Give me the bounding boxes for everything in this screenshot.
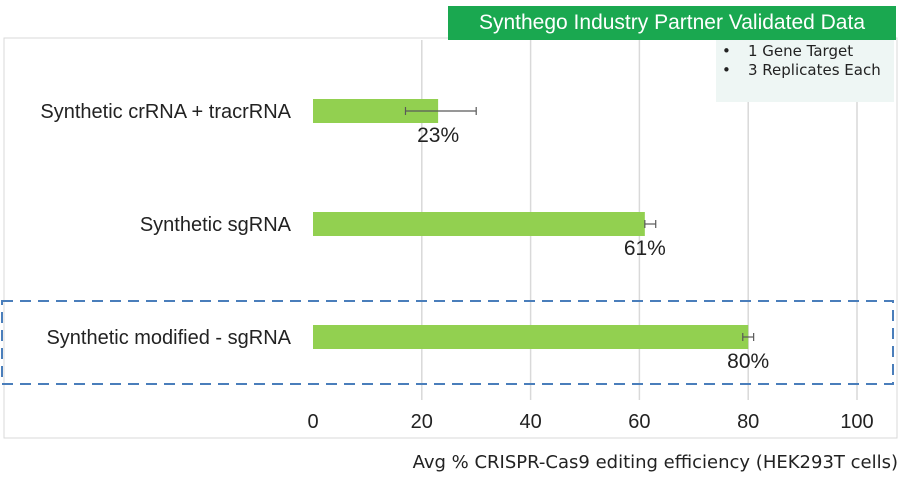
- x-axis-label: Avg % CRISPR-Cas9 editing efficiency (HE…: [412, 452, 898, 473]
- notes-box: • 1 Gene Target • 3 Replicates Each: [716, 40, 894, 102]
- bullet-glyph: •: [722, 61, 731, 79]
- data-label: 80%: [727, 350, 769, 373]
- bar: [313, 325, 749, 349]
- note-item: • 3 Replicates Each: [716, 61, 894, 80]
- x-tick-label: 100: [840, 411, 873, 433]
- category-label: Synthetic crRNA + tracrRNA: [40, 101, 291, 123]
- bars: [313, 99, 749, 349]
- banner-title: Synthego Industry Partner Validated Data: [448, 6, 896, 40]
- data-label: 61%: [624, 237, 666, 260]
- x-tick-label: 0: [307, 411, 318, 433]
- note-item: • 1 Gene Target: [716, 42, 894, 61]
- data-labels: 23% 61% 80%: [417, 124, 769, 373]
- data-label: 23%: [417, 124, 459, 147]
- x-tick-label: 20: [411, 411, 433, 433]
- bar: [313, 212, 645, 236]
- note-text: 3 Replicates Each: [748, 61, 881, 79]
- category-labels: Synthetic crRNA + tracrRNA Synthetic sgRN…: [40, 101, 291, 349]
- error-bars: [404, 107, 755, 341]
- x-tick-label: 80: [737, 411, 759, 433]
- note-text: 1 Gene Target: [748, 42, 854, 60]
- x-tick-label: 60: [628, 411, 650, 433]
- x-tick-label: 40: [519, 411, 541, 433]
- bullet-glyph: •: [722, 42, 731, 60]
- x-tick-labels: 0 20 40 60 80 100: [307, 411, 873, 433]
- category-label: Synthetic sgRNA: [140, 214, 292, 236]
- category-label: Synthetic modified - sgRNA: [46, 327, 291, 349]
